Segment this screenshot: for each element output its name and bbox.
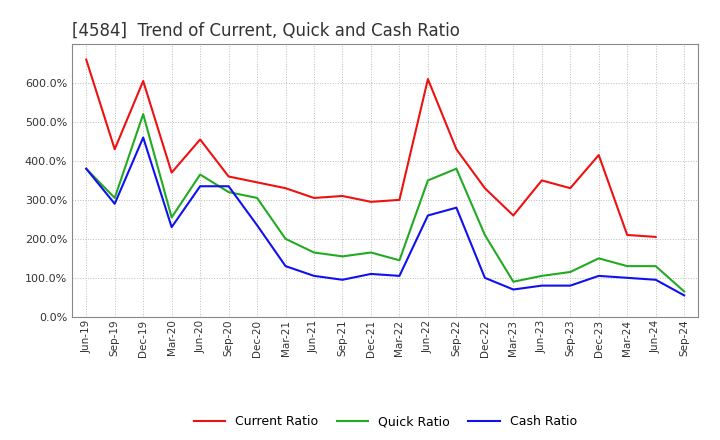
Cash Ratio — [623, 275, 631, 280]
Quick Ratio — [310, 250, 318, 255]
Current Ratio — [253, 180, 261, 185]
Line: Quick Ratio: Quick Ratio — [86, 114, 684, 291]
Quick Ratio — [395, 258, 404, 263]
Cash Ratio — [196, 183, 204, 189]
Quick Ratio — [423, 178, 432, 183]
Quick Ratio — [139, 111, 148, 117]
Current Ratio — [82, 57, 91, 62]
Current Ratio — [595, 152, 603, 158]
Cash Ratio — [509, 287, 518, 292]
Quick Ratio — [110, 195, 119, 201]
Cash Ratio — [139, 135, 148, 140]
Current Ratio — [423, 77, 432, 82]
Cash Ratio — [480, 275, 489, 280]
Cash Ratio — [566, 283, 575, 288]
Line: Current Ratio: Current Ratio — [86, 59, 656, 237]
Cash Ratio — [452, 205, 461, 210]
Cash Ratio — [225, 183, 233, 189]
Legend: Current Ratio, Quick Ratio, Cash Ratio: Current Ratio, Quick Ratio, Cash Ratio — [189, 411, 582, 433]
Quick Ratio — [480, 232, 489, 238]
Cash Ratio — [680, 293, 688, 298]
Current Ratio — [509, 213, 518, 218]
Cash Ratio — [82, 166, 91, 171]
Cash Ratio — [423, 213, 432, 218]
Quick Ratio — [366, 250, 375, 255]
Cash Ratio — [253, 223, 261, 228]
Current Ratio — [366, 199, 375, 205]
Quick Ratio — [253, 195, 261, 201]
Quick Ratio — [82, 166, 91, 171]
Quick Ratio — [566, 269, 575, 275]
Current Ratio — [139, 78, 148, 84]
Current Ratio — [196, 137, 204, 142]
Quick Ratio — [509, 279, 518, 284]
Quick Ratio — [225, 190, 233, 195]
Current Ratio — [452, 147, 461, 152]
Cash Ratio — [652, 277, 660, 282]
Quick Ratio — [338, 254, 347, 259]
Quick Ratio — [196, 172, 204, 177]
Current Ratio — [480, 186, 489, 191]
Quick Ratio — [167, 215, 176, 220]
Current Ratio — [110, 147, 119, 152]
Quick Ratio — [537, 273, 546, 279]
Cash Ratio — [282, 264, 290, 269]
Cash Ratio — [537, 283, 546, 288]
Quick Ratio — [282, 236, 290, 242]
Current Ratio — [282, 186, 290, 191]
Current Ratio — [623, 232, 631, 238]
Cash Ratio — [310, 273, 318, 279]
Quick Ratio — [680, 289, 688, 294]
Quick Ratio — [623, 264, 631, 269]
Current Ratio — [225, 174, 233, 179]
Current Ratio — [652, 234, 660, 239]
Cash Ratio — [167, 224, 176, 230]
Current Ratio — [310, 195, 318, 201]
Cash Ratio — [338, 277, 347, 282]
Current Ratio — [395, 197, 404, 202]
Cash Ratio — [395, 273, 404, 279]
Current Ratio — [338, 193, 347, 198]
Cash Ratio — [366, 271, 375, 277]
Cash Ratio — [595, 273, 603, 279]
Current Ratio — [566, 186, 575, 191]
Text: [4584]  Trend of Current, Quick and Cash Ratio: [4584] Trend of Current, Quick and Cash … — [72, 22, 460, 40]
Cash Ratio — [110, 201, 119, 206]
Current Ratio — [537, 178, 546, 183]
Line: Cash Ratio: Cash Ratio — [86, 138, 684, 295]
Current Ratio — [167, 170, 176, 175]
Quick Ratio — [652, 264, 660, 269]
Quick Ratio — [595, 256, 603, 261]
Quick Ratio — [452, 166, 461, 171]
